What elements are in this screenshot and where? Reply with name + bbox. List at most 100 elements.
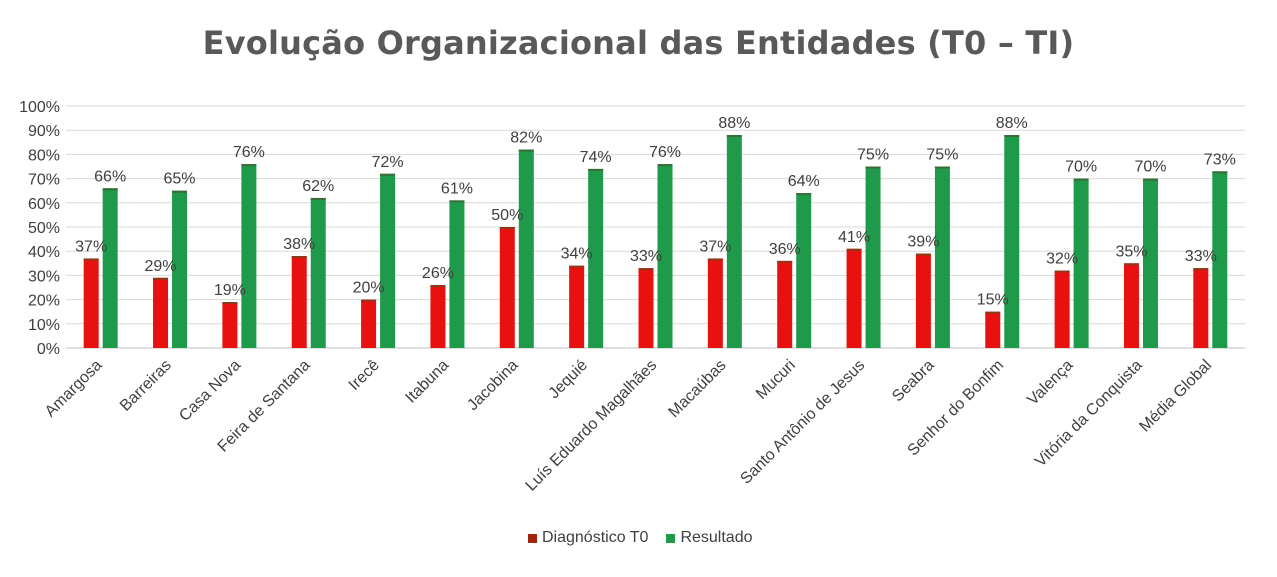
bar-t0-cap xyxy=(1054,270,1070,273)
category-label: Luís Eduardo Magalhães xyxy=(523,357,661,495)
bar-t0 xyxy=(707,258,723,348)
data-label-t0: 26% xyxy=(422,265,454,282)
legend-swatch-t0 xyxy=(528,533,537,543)
bar-result xyxy=(449,200,465,348)
bar-t0 xyxy=(1054,270,1070,348)
data-label-t0: 36% xyxy=(769,241,801,258)
bar-t0-cap xyxy=(846,248,862,251)
data-label-t0: 34% xyxy=(561,246,593,263)
chart-title: Evolução Organizacional das Entidades (T… xyxy=(202,24,1075,62)
bar-result-cap xyxy=(1212,171,1228,174)
legend-item-t0: Diagnóstico T0 xyxy=(528,529,648,547)
y-tick-label: 90% xyxy=(28,123,60,140)
y-tick-label: 60% xyxy=(28,196,60,213)
bar-t0 xyxy=(499,227,515,348)
data-label-result: 70% xyxy=(1065,159,1097,176)
category-label: Amargosa xyxy=(42,357,106,421)
legend-item-result: Resultado xyxy=(666,529,752,547)
category-label: Irecê xyxy=(346,357,383,394)
data-label-result: 66% xyxy=(94,168,126,185)
data-label-result: 62% xyxy=(302,178,334,195)
bars-layer xyxy=(83,135,1228,348)
bar-result-cap xyxy=(796,193,812,196)
data-label-result: 82% xyxy=(510,130,542,147)
data-label-t0: 20% xyxy=(353,280,385,297)
bar-t0-cap xyxy=(153,277,169,280)
category-label: Casa Nova xyxy=(176,357,244,425)
bar-result-cap xyxy=(726,135,742,138)
bar-t0-cap xyxy=(777,260,793,263)
bar-t0-cap xyxy=(430,285,446,288)
bar-result xyxy=(865,166,881,348)
bar-result xyxy=(1073,178,1089,348)
category-label: Macaúbas xyxy=(665,357,729,421)
category-label: Média Global xyxy=(1136,357,1215,436)
bar-t0-cap xyxy=(985,311,1001,314)
y-tick-label: 80% xyxy=(28,147,60,164)
data-label-result: 75% xyxy=(857,147,889,164)
bar-result xyxy=(1004,135,1020,348)
y-tick-label: 0% xyxy=(37,341,60,358)
data-label-result: 76% xyxy=(233,144,265,161)
bar-t0 xyxy=(1193,268,1209,348)
bar-result xyxy=(657,164,673,348)
data-label-t0: 37% xyxy=(75,238,107,255)
bar-t0-cap xyxy=(222,302,238,305)
legend-swatch-result xyxy=(666,533,676,543)
bar-result-cap xyxy=(1004,135,1020,138)
bar-t0-cap xyxy=(915,253,931,256)
bar-result xyxy=(380,173,396,348)
bar-t0-cap xyxy=(291,256,307,259)
data-label-result: 73% xyxy=(1204,151,1236,168)
bar-result-cap xyxy=(1073,178,1089,181)
bar-t0 xyxy=(430,285,446,348)
bar-result xyxy=(518,149,534,348)
bar-t0-cap xyxy=(707,258,723,261)
bar-result xyxy=(241,164,257,348)
bar-result xyxy=(726,135,742,348)
legend: Diagnóstico T0 Resultado xyxy=(528,529,770,547)
data-label-result: 70% xyxy=(1134,159,1166,176)
data-label-t0: 37% xyxy=(699,238,731,255)
category-label: Jequié xyxy=(546,357,591,402)
legend-label-t0: Diagnóstico T0 xyxy=(542,529,649,546)
bar-t0-cap xyxy=(1193,268,1209,271)
bar-t0 xyxy=(83,258,99,348)
bar-result-cap xyxy=(172,190,188,193)
data-label-result: 72% xyxy=(372,154,404,171)
data-label-result: 74% xyxy=(580,149,612,166)
category-label: Itabuna xyxy=(402,357,452,407)
bar-t0 xyxy=(638,268,654,348)
data-label-result: 75% xyxy=(926,147,958,164)
bar-t0 xyxy=(569,265,585,348)
category-label: Santo Antônio de Jesus xyxy=(737,357,868,488)
y-tick-label: 70% xyxy=(28,172,60,189)
bar-result-cap xyxy=(102,188,118,191)
y-tick-label: 20% xyxy=(28,293,60,310)
y-tick-label: 40% xyxy=(28,244,60,261)
bar-t0 xyxy=(985,311,1001,348)
bar-result-cap xyxy=(588,168,604,171)
data-label-t0: 39% xyxy=(907,234,939,251)
bar-result xyxy=(310,197,326,348)
y-tick-label: 10% xyxy=(28,317,60,334)
bar-result-cap xyxy=(657,164,673,167)
data-label-t0: 15% xyxy=(977,292,1009,309)
data-label-t0: 50% xyxy=(491,207,523,224)
data-label-t0: 41% xyxy=(838,229,870,246)
bar-t0-cap xyxy=(499,227,515,229)
bar-result-cap xyxy=(380,173,396,176)
bar-result-cap xyxy=(865,166,881,169)
data-label-result: 64% xyxy=(788,173,820,190)
bar-t0 xyxy=(1123,263,1139,348)
bar-result-cap xyxy=(934,166,950,169)
y-tick-label: 30% xyxy=(28,268,60,285)
bar-result-cap xyxy=(241,164,257,167)
bar-t0 xyxy=(777,260,793,348)
data-label-result: 61% xyxy=(441,180,473,197)
bar-t0-cap xyxy=(83,258,99,261)
bar-result-cap xyxy=(449,200,465,203)
data-label-t0: 35% xyxy=(1115,243,1147,260)
bar-t0-cap xyxy=(638,268,654,271)
